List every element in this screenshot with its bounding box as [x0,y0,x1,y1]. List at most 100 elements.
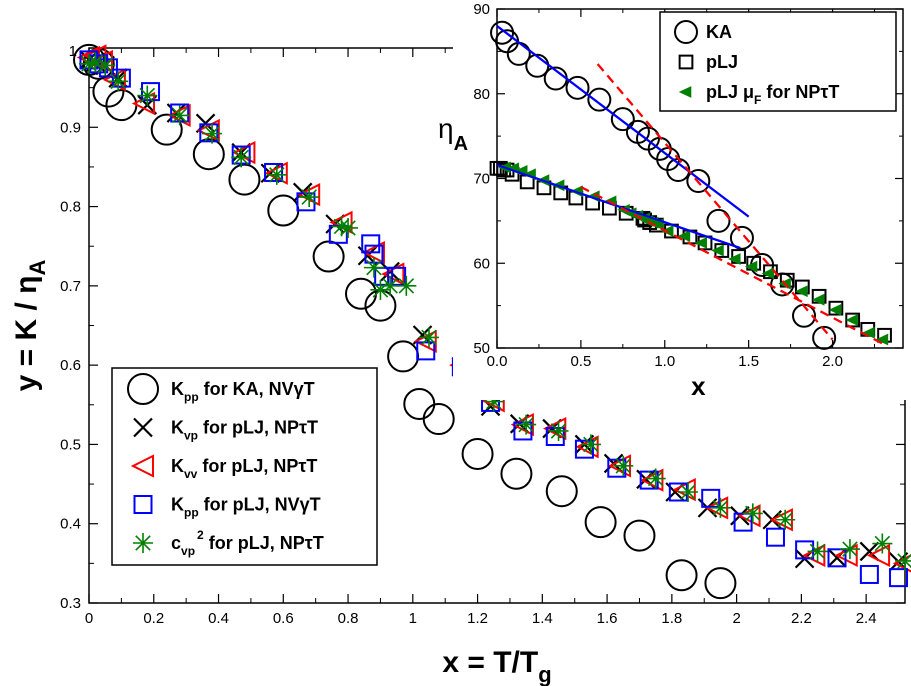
main-y-axis-title-main: y = K / η [10,276,43,392]
legend-label-main: c [171,533,181,553]
legend-label-sub: pp [184,506,199,520]
main-point-shape [380,275,401,296]
main-legend-marker-shape [133,495,153,514]
main-point-shape [827,548,847,568]
main-point [413,329,437,353]
main-point-shape [108,71,129,92]
inset-x-tick-label: 2.0 [822,353,843,370]
legend-label-sub: pp [184,390,199,404]
main-point-shape [231,147,252,168]
inset-point [828,300,844,316]
legend-label-main: K [171,379,184,399]
main-point-shape [363,257,384,278]
inset-legend-label: pLJ [706,52,738,72]
inset-x-tick-label: 1.0 [654,353,675,370]
main-point-shape [802,543,826,568]
main-point-shape [413,329,437,353]
inset-y-tick-label: 70 [473,171,490,188]
main-point [889,568,909,588]
main-point [108,71,129,92]
main-point-shape [370,279,391,300]
main-point-shape [678,482,699,502]
main-point [775,509,796,530]
inset-legend-label: pLJ μF for NPτT [706,82,839,107]
inset-point [812,325,837,350]
main-point [264,162,284,182]
main-point-shape [895,550,911,571]
main-point-shape [85,52,106,73]
main-point [141,82,161,102]
inset-fit-line-top-0 [496,25,750,218]
inset-legend-label: KA [706,22,732,42]
main-point-shape [795,540,815,560]
main-point-shape [141,82,161,102]
inset-y-axis-title: ηA [438,113,468,155]
inset-point [828,303,842,316]
main-y-tick-label: 0.5 [60,436,81,453]
main-point-shape [338,217,359,238]
main-point-shape [807,541,828,562]
inset-legend-marker [678,54,694,70]
inset-point [875,333,889,346]
main-point [742,503,763,524]
main-point [795,540,815,560]
main-point-shape [500,457,533,490]
main-point [387,266,407,286]
inset-fit-line-top-2 [496,163,741,249]
main-point [704,567,737,600]
legend-label-rest: for pLJ, NPτT [204,533,324,553]
main-x-tick-label: 1.6 [597,610,618,627]
main-series-4 [79,52,911,571]
main-point [363,257,384,278]
main-point-shape [228,163,261,196]
main-point-shape [742,503,763,524]
legend-label-rest: for pLJ, NPτT [197,456,317,476]
main-point-shape [889,568,909,588]
inset-point [587,87,612,112]
main-point [584,506,617,539]
main-point-shape [548,420,569,441]
main-point [545,475,578,508]
main-y-tick-label: 0.8 [60,199,81,216]
main-x-tick-label: 2.4 [856,610,877,627]
inset-point [711,244,724,257]
main-point-shape [580,434,601,455]
inset-legend-label-main: pLJ μ [706,82,754,102]
main-point [807,541,828,562]
main-point [645,468,666,489]
inset-fit-line-top-3 [580,186,884,345]
main-point [231,147,252,168]
main-point-shape [169,105,190,126]
inset-point-shape [862,326,875,339]
inset-point-shape [650,218,664,231]
main-legend-marker [127,373,159,405]
main-legend-label: Kvv for pLJ, NPτT [171,456,317,481]
main-point-shape [419,327,439,348]
inset-point [811,293,825,306]
main-point [580,434,601,455]
main-x-tick-label: 0.8 [338,610,359,627]
legend-label-main: K [171,418,184,438]
main-x-axis-title-sub: g [538,662,551,686]
inset-point-shape [761,267,775,280]
main-x-tick-label: 0 [85,610,93,627]
inset-point-shape [610,107,635,132]
inset-point-shape [686,169,711,194]
main-point-shape [704,567,737,600]
legend-label-rest: for pLJ, NPτT [198,418,318,438]
main-point-shape [574,439,594,459]
main-legend-label: Kvp for pLJ, NPτT [171,418,318,443]
main-legend-marker-shape [133,417,153,438]
inset-point [795,285,808,298]
main-point [623,519,656,552]
legend-label-sub: vp [181,544,195,558]
inset-point [677,230,691,243]
inset-y-axis-title-main: η [438,113,454,144]
inset-legend-label-sub: F [754,93,761,107]
inset-point-shape [845,314,858,326]
main-point-shape [701,488,721,508]
inset-point [729,225,754,250]
main-point [266,164,287,185]
